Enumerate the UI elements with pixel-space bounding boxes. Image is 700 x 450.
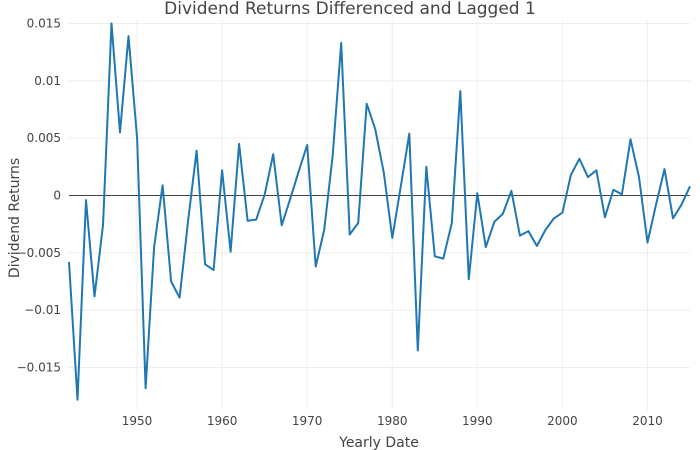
- y-tick-label: 0.01: [34, 74, 61, 88]
- y-axis-title: Dividend Returns: [7, 158, 23, 278]
- x-axis-title: Yearly Date: [338, 435, 419, 450]
- y-tick-label: −0.005: [17, 246, 61, 260]
- y-tick-label: 0: [53, 189, 61, 203]
- chart-title: Dividend Returns Differenced and Lagged …: [164, 0, 536, 19]
- x-tick-label: 2010: [632, 414, 663, 428]
- y-tick-label: −0.01: [24, 303, 61, 317]
- series-layer: [68, 22, 691, 401]
- x-tick-label: 1960: [207, 414, 238, 428]
- x-tick-label: 1970: [292, 414, 323, 428]
- x-tick-label: 2000: [547, 414, 578, 428]
- x-axis-ticks: 1950 1960 1970 1980 1990 2000 2010: [122, 414, 663, 428]
- x-tick-label: 1980: [377, 414, 408, 428]
- y-tick-label: −0.015: [17, 361, 61, 375]
- x-tick-label: 1950: [122, 414, 153, 428]
- gridlines: [69, 20, 690, 410]
- y-tick-label: 0.015: [27, 16, 61, 30]
- series-line: [68, 22, 691, 401]
- x-tick-label: 1990: [462, 414, 493, 428]
- y-tick-label: 0.005: [27, 131, 61, 145]
- y-axis-ticks: −0.015 −0.01 −0.005 0 0.005 0.01 0.015: [17, 16, 61, 374]
